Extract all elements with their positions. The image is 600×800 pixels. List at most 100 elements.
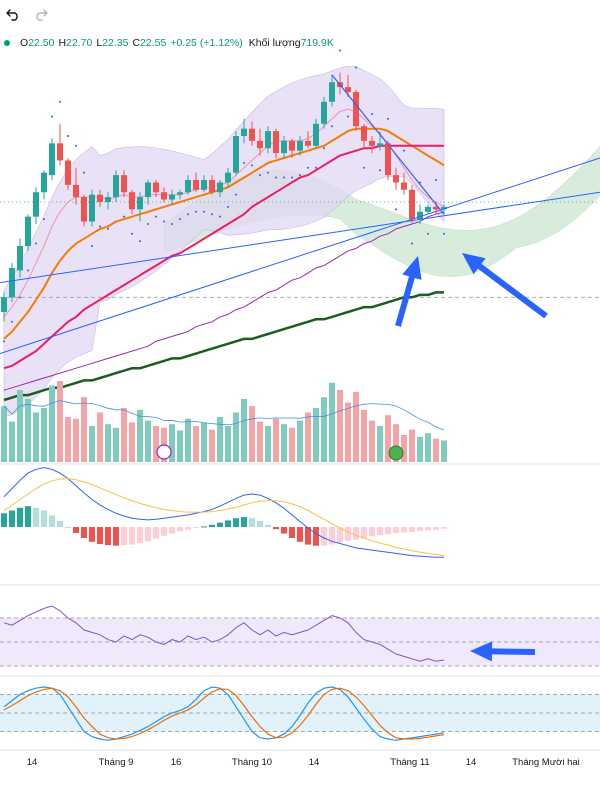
candle-body <box>137 197 143 210</box>
volume-bar <box>1 406 7 462</box>
volume-bar <box>233 412 239 462</box>
sar-dot <box>11 320 13 323</box>
candle-body <box>361 126 367 141</box>
candle-body <box>369 140 375 146</box>
stoch-k-line <box>3 686 445 741</box>
undo-arrow-icon[interactable] <box>2 4 24 26</box>
sar-dot <box>83 171 85 174</box>
candle-body <box>217 182 223 193</box>
candle-body <box>289 140 295 151</box>
annotation-arrow-up <box>395 256 422 327</box>
sar-dot <box>331 125 333 128</box>
sar-dot <box>307 166 309 169</box>
macd-histogram-bar <box>345 527 351 541</box>
macd-histogram-bar <box>433 527 439 530</box>
macd-histogram-bar <box>401 527 407 533</box>
macd-histogram-bar <box>289 527 295 538</box>
volume-bar <box>393 424 399 462</box>
sar-dot <box>211 213 213 216</box>
macd-histogram-bar <box>89 527 95 542</box>
macd-histogram-bar <box>297 527 303 542</box>
sar-dot <box>147 223 149 225</box>
volume-bar <box>297 420 303 462</box>
macd-signal-line <box>3 478 445 557</box>
candle-body <box>393 175 399 183</box>
change-value: +0.25 (+1.12%) <box>170 37 243 49</box>
candle-body <box>185 180 191 193</box>
candle-body <box>97 194 103 202</box>
candle-body <box>225 172 231 183</box>
macd-histogram-bar <box>65 527 71 528</box>
macd-histogram-bar <box>113 527 119 546</box>
candle-body <box>161 192 167 200</box>
macd-histogram-bar <box>161 527 167 536</box>
macd-histogram-bar <box>201 526 207 528</box>
x-tick-label: Tháng 10 <box>232 757 272 768</box>
candle-body <box>57 143 63 161</box>
volume-bar <box>73 418 79 462</box>
volume-bar <box>113 427 119 462</box>
candle-body <box>273 131 279 154</box>
candle-body <box>41 172 47 193</box>
volume-bar <box>281 424 287 462</box>
macd-histogram-bar <box>177 527 183 532</box>
macd-histogram-bar <box>273 527 279 530</box>
sar-dot <box>371 113 373 115</box>
volume-bar <box>209 429 215 462</box>
macd-histogram-bar <box>1 513 7 527</box>
volume-bar <box>129 422 135 462</box>
candle-body <box>33 192 39 217</box>
redo-arrow-icon[interactable] <box>30 4 52 26</box>
sar-dot <box>51 115 53 118</box>
candle-body <box>313 123 319 146</box>
macd-histogram-bar <box>137 527 143 543</box>
x-tick-label: 14 <box>27 757 38 768</box>
sar-dot <box>187 213 189 216</box>
sar-dot <box>171 223 173 225</box>
sar-dot <box>427 232 429 235</box>
close-label: C <box>132 37 141 49</box>
x-tick-label: Tháng Mười hai <box>512 757 580 768</box>
volume-bar <box>241 399 247 462</box>
candle-body <box>257 140 263 149</box>
candle-body <box>441 206 447 210</box>
volume-bar <box>337 390 343 462</box>
macd-histogram-bar <box>329 527 335 545</box>
volume-bar <box>81 397 87 462</box>
sar-dot <box>227 205 229 208</box>
volume-bar <box>257 421 263 462</box>
candle-body <box>73 184 79 198</box>
macd-histogram-bar <box>217 522 223 527</box>
macd-histogram-bar <box>193 527 199 529</box>
volume-bar <box>225 426 231 462</box>
volume-bar <box>289 427 295 462</box>
sar-dot <box>403 149 405 152</box>
sar-dot <box>43 218 45 221</box>
sar-dot <box>131 232 133 235</box>
candle-body <box>345 87 351 92</box>
macd-histogram-bar <box>57 520 63 527</box>
candle-body <box>129 192 135 210</box>
ma-orange-line <box>3 127 445 340</box>
candle-body <box>241 128 247 136</box>
candle-body <box>209 180 215 193</box>
volume-bar <box>105 424 111 462</box>
macd-histogram-bar <box>153 527 159 539</box>
close-value: 22.55 <box>140 37 167 49</box>
candle-body <box>321 101 327 124</box>
volume-bar <box>201 422 207 462</box>
volume-bar <box>249 406 255 462</box>
volume-bar <box>17 390 23 462</box>
candle-body <box>193 180 199 190</box>
macd-histogram-bar <box>265 524 271 527</box>
macd-histogram-bar <box>321 527 327 546</box>
sar-dot <box>27 269 29 272</box>
macd-histogram-bar <box>33 507 39 527</box>
sar-dot <box>355 66 357 69</box>
candle-body <box>89 194 95 222</box>
macd-histogram-bar <box>361 527 367 538</box>
candle-body <box>377 143 383 146</box>
candle-body <box>105 197 111 202</box>
macd-histogram-bar <box>25 506 31 527</box>
